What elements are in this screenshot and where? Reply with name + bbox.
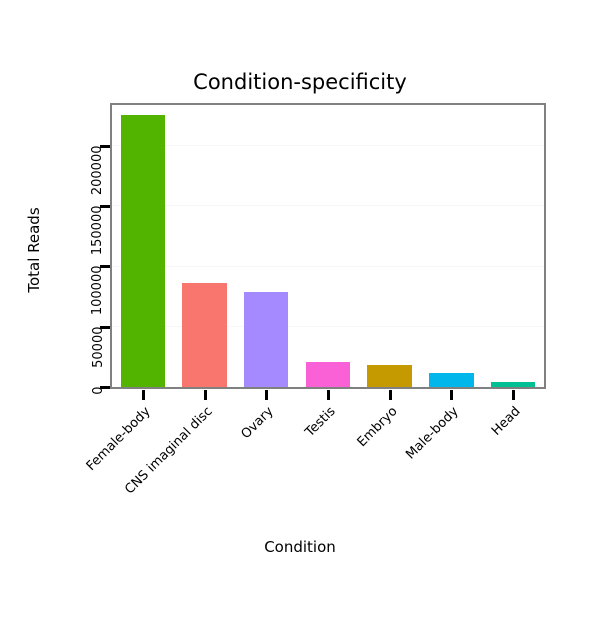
x-axis-tick-mark xyxy=(327,390,330,400)
bar xyxy=(367,365,412,387)
y-axis-tick-label: 50000 xyxy=(90,326,106,368)
y-axis-tick-mark xyxy=(100,205,110,209)
bar xyxy=(244,292,289,387)
x-axis-tick-mark xyxy=(265,390,269,400)
y-axis-tick-label: 200000 xyxy=(90,145,106,196)
bar-chart: Condition-specificity Total Reads Condit… xyxy=(25,70,546,556)
y-axis-tick-mark xyxy=(100,325,110,329)
x-axis-tick-label: Male-body xyxy=(403,404,463,463)
plot-frame xyxy=(110,103,546,389)
y-axis-tick-mark xyxy=(100,386,110,389)
x-axis-tick-mark xyxy=(388,390,392,400)
y-axis-tick-label: 100000 xyxy=(90,265,106,316)
y-axis-tick-mark xyxy=(100,144,110,148)
x-axis-title: Condition xyxy=(264,538,336,556)
y-axis-tick-mark xyxy=(100,265,110,269)
gridline xyxy=(112,325,544,327)
x-axis-tick-mark xyxy=(141,390,145,400)
bar xyxy=(305,362,351,387)
gridline xyxy=(112,144,544,146)
bar xyxy=(120,115,166,387)
gridline xyxy=(112,265,544,267)
x-axis-tick-mark xyxy=(512,390,516,400)
y-axis-tick-label: 150000 xyxy=(90,205,106,256)
x-axis-tick-label: Ovary xyxy=(238,404,277,443)
x-axis-tick-label: Testis xyxy=(302,404,339,441)
x-axis-tick-label: Head xyxy=(489,404,524,439)
y-axis-title-label: Total Reads xyxy=(25,207,43,293)
bar xyxy=(490,381,536,387)
x-axis-tick-mark xyxy=(450,390,454,400)
y-axis-tick-label: 0 xyxy=(90,386,106,395)
bar xyxy=(429,372,474,387)
gridline xyxy=(112,205,544,207)
x-axis-tick-mark xyxy=(203,390,207,400)
chart-title: Condition-specificity xyxy=(193,70,407,94)
x-axis-tick-label: Embryo xyxy=(354,404,401,451)
plot-panel xyxy=(112,105,544,387)
bar xyxy=(182,283,227,387)
